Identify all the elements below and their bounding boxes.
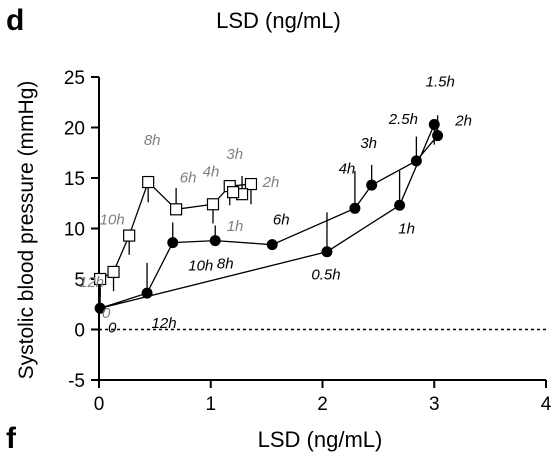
y-tick-label: -5 xyxy=(68,371,85,392)
panel-letter-d: d xyxy=(6,4,25,37)
x-tick-label: 2 xyxy=(317,394,328,415)
point-label: 6h xyxy=(273,212,290,229)
data-markers xyxy=(94,118,444,314)
y-tick-label: 20 xyxy=(64,119,85,140)
data-point-circle xyxy=(428,118,440,130)
data-point-circle xyxy=(321,246,333,258)
point-label: 0 xyxy=(108,319,117,336)
x-tick-label: 1 xyxy=(205,394,216,415)
y-tick-label: 10 xyxy=(64,220,85,241)
point-label: 8h xyxy=(217,256,234,273)
x-tick-label: 4 xyxy=(541,394,552,415)
point-label: 0 xyxy=(102,305,111,322)
data-point-square xyxy=(170,203,183,216)
point-label: 2h xyxy=(454,113,472,130)
data-point-square xyxy=(142,175,155,189)
x-axis-label: LSD (ng/mL) xyxy=(257,427,383,452)
point-label: 3h xyxy=(226,146,243,163)
x-tick-label: 0 xyxy=(94,394,105,415)
point-label: 3h xyxy=(360,135,377,152)
point-label: 1.5h xyxy=(426,73,455,90)
point-label: 2h xyxy=(262,174,280,191)
chart-title: LSD (ng/mL) xyxy=(216,8,341,33)
y-tick-label: 0 xyxy=(74,321,85,342)
point-label: 4h xyxy=(339,160,356,177)
point-label: 12h xyxy=(152,315,177,332)
point-label: 12h xyxy=(79,274,104,291)
point-label: 8h xyxy=(144,132,161,149)
y-tick-label: 25 xyxy=(64,68,85,89)
point-label: 1h xyxy=(398,220,415,237)
point-label: 6h xyxy=(180,169,197,186)
point-label: 0.5h xyxy=(311,267,340,284)
data-point-square xyxy=(244,177,258,191)
data-point-circle xyxy=(141,287,153,299)
y-tick-label: 15 xyxy=(64,169,85,190)
data-point-square xyxy=(227,186,240,199)
data-point-square xyxy=(123,229,136,242)
point-label: 1h xyxy=(227,218,244,235)
data-point-circle xyxy=(266,239,278,251)
panel-letter-f: f xyxy=(6,422,16,455)
y-axis-label: Systolic blood pressure (mmHg) xyxy=(15,81,38,380)
data-point-circle xyxy=(94,302,106,314)
data-point-circle xyxy=(366,179,378,191)
point-label: 2.5h xyxy=(388,111,418,128)
data-point-square xyxy=(107,265,120,279)
point-label: 10h xyxy=(100,212,125,229)
data-point-circle xyxy=(394,199,406,211)
x-tick-label: 3 xyxy=(429,394,440,415)
point-label: 10h xyxy=(188,258,213,275)
series-line-1 xyxy=(99,122,439,309)
data-point-square xyxy=(206,198,220,211)
series-lines xyxy=(99,122,439,309)
data-point-circle xyxy=(410,155,422,167)
data-point-circle xyxy=(167,237,179,249)
point-label: 4h xyxy=(203,163,220,180)
y-tick-label: 5 xyxy=(74,270,85,291)
data-point-circle xyxy=(432,130,444,142)
data-point-square xyxy=(94,272,107,286)
data-point-circle xyxy=(349,202,361,214)
data-point-circle xyxy=(209,235,221,247)
